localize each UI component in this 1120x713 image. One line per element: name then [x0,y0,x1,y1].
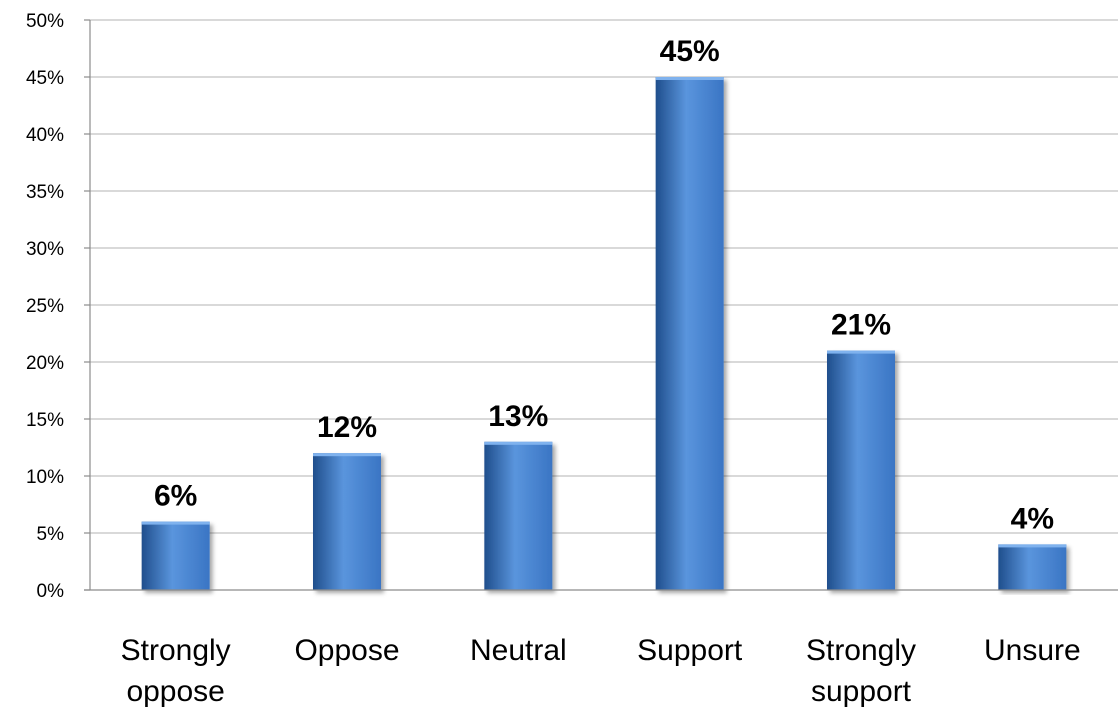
bar [827,350,895,590]
category-label: Support [637,634,743,667]
bar-body [827,350,895,590]
category-label-line: support [811,675,912,708]
category-label: Neutral [470,634,567,667]
y-tick-label: 10% [26,467,64,488]
bars [141,77,1067,590]
data-label: 45% [660,35,720,68]
category-label: Unsure [984,634,1081,667]
category-label: Oppose [294,634,399,667]
bar [484,441,553,590]
bar-top-highlight [141,521,210,525]
bar-body [998,544,1067,590]
category-label-line: Neutral [470,634,567,667]
data-label: 13% [488,400,548,433]
bar-body [484,441,553,590]
category-label-line: Strongly [121,634,231,667]
category-label-line: Unsure [984,634,1081,667]
bar-top-highlight [484,441,553,445]
data-labels: 6% 12% 13% 45% 21% 4% [154,35,1054,535]
y-tick-label: 0% [37,581,65,602]
data-label: 21% [831,309,891,342]
bar-body [313,453,381,590]
data-label: 6% [154,480,197,513]
bar [141,521,210,590]
bar-top-highlight [655,77,724,80]
bar-body [141,521,210,590]
category-label-line: Strongly [806,634,916,667]
axes [84,20,1118,591]
y-tick-label: 15% [26,410,64,431]
bar [313,453,381,590]
x-axis-category-labels: Strongly oppose Oppose Neutral Support Strong… [121,634,1081,708]
category-label-line: Support [637,634,743,667]
bar [998,544,1067,590]
y-axis-tick-labels: 0% 5% 10% 15% 20% 25% 30% 35% 40% 45% 50% [26,11,64,602]
y-tick-label: 50% [26,11,64,32]
y-tick-label: 5% [37,524,65,545]
category-label: Strongly oppose [121,634,231,708]
y-tick-label: 25% [26,296,64,317]
category-label-line: Oppose [294,634,399,667]
category-label-line: oppose [126,675,224,708]
bar [655,77,724,590]
y-tick-label: 40% [26,125,64,146]
category-label: Strongly support [806,634,916,708]
bar-body [655,77,724,590]
y-tick-label: 35% [26,182,64,203]
bar-top-highlight [313,453,381,457]
gridlines [84,19,1118,591]
bar-top-highlight [998,544,1067,548]
y-tick-label: 20% [26,353,64,374]
data-label: 4% [1011,502,1054,535]
data-label: 12% [317,411,377,444]
y-tick-label: 45% [26,68,64,89]
bar-top-highlight [827,350,895,354]
y-tick-label: 30% [26,239,64,260]
